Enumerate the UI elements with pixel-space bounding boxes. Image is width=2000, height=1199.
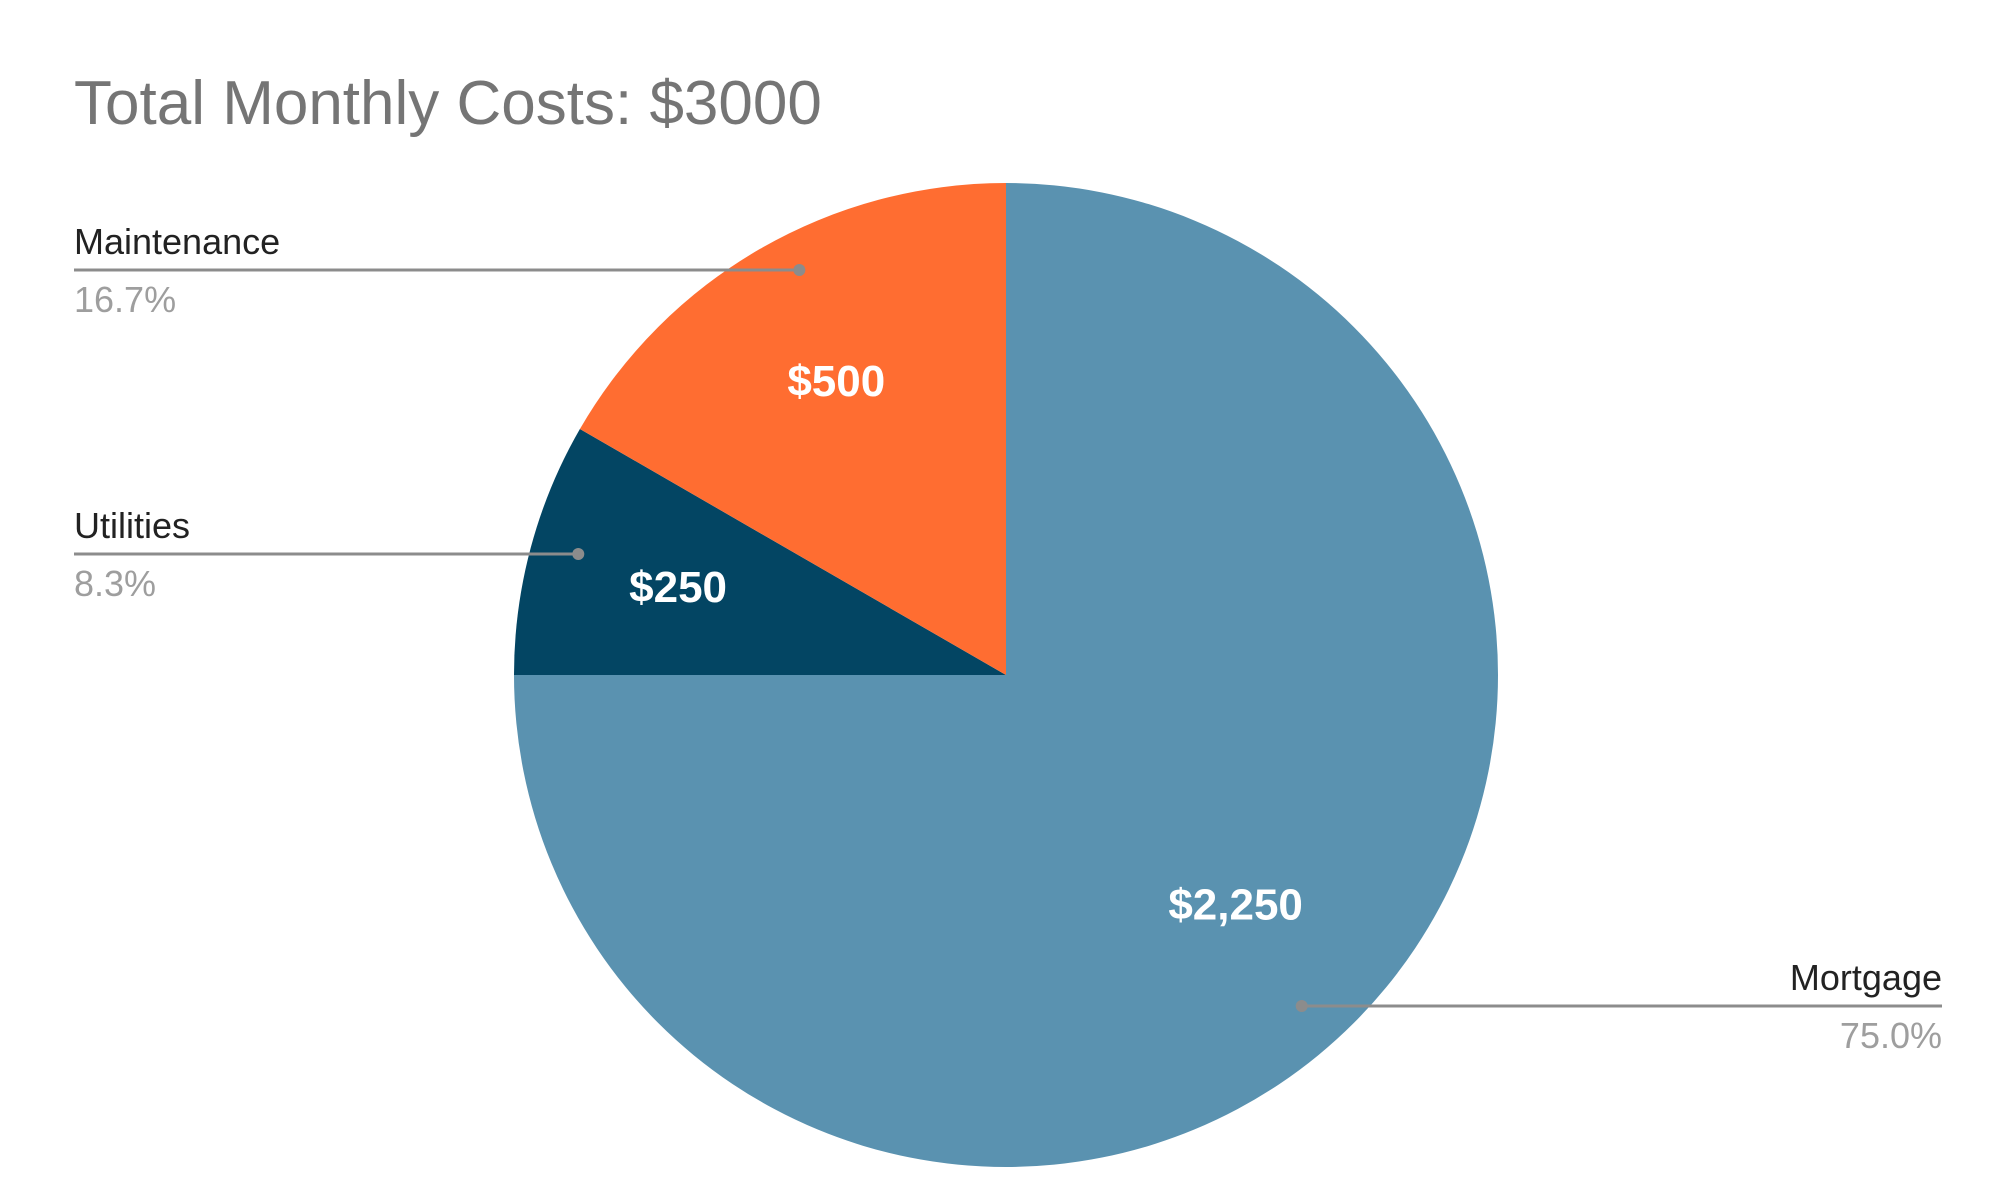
slice-value-label-utilities: $250 — [629, 563, 727, 612]
pie-slices — [514, 183, 1498, 1167]
slice-value-label-maintenance: $500 — [787, 357, 885, 406]
pie-slice-utilities — [514, 429, 1006, 675]
percent-label-utilities: 8.3% — [74, 563, 156, 604]
chart-title: Total Monthly Costs: $3000 — [74, 69, 822, 138]
leader-lines — [74, 264, 1942, 1012]
percent-label-maintenance: 16.7% — [74, 279, 176, 320]
slice-labels: $2,250 Mortgage 75.0% $250 Utilities 8.3% $500… — [74, 221, 1942, 1056]
category-label-utilities: Utilities — [74, 505, 190, 546]
percent-label-mortgage: 75.0% — [1840, 1015, 1942, 1056]
category-label-mortgage: Mortgage — [1790, 957, 1942, 998]
slice-value-label-mortgage: $2,250 — [1168, 881, 1303, 930]
category-label-maintenance: Maintenance — [74, 221, 280, 262]
pie-slice-maintenance — [579, 183, 1006, 675]
